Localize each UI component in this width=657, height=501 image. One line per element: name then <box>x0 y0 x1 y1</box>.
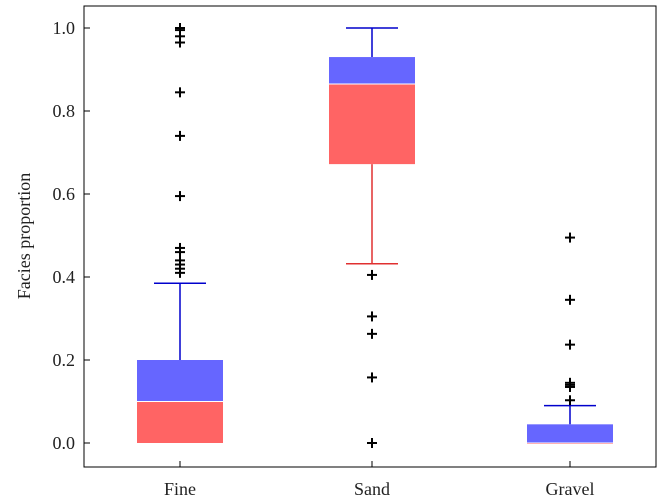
y-tick-label: 0.4 <box>53 267 76 287</box>
outlier-marker <box>367 372 377 383</box>
box-gravel <box>527 232 613 444</box>
box-upper-half <box>527 424 613 443</box>
plot-area-frame <box>83 5 657 468</box>
outlier-marker <box>175 23 185 33</box>
x-tick-label-fine: Fine <box>164 479 196 499</box>
outlier-marker <box>565 232 575 243</box>
outlier-marker <box>367 328 377 339</box>
x-axis: Fine Sand Gravel <box>164 461 595 499</box>
y-axis-label: Facies proportion <box>14 173 34 299</box>
y-tick-label: 1.0 <box>53 18 76 38</box>
box-upper-half <box>137 360 223 402</box>
box-sand <box>329 27 415 448</box>
x-tick-label-gravel: Gravel <box>546 479 595 499</box>
y-tick-label: 0.2 <box>53 350 76 370</box>
boxes <box>137 23 613 448</box>
outlier-marker <box>565 339 575 350</box>
box-fine <box>137 23 223 443</box>
box-lower-half <box>329 84 415 165</box>
outlier-marker <box>565 377 575 388</box>
y-axis: 0.0 0.2 0.4 0.6 0.8 1.0 <box>53 18 90 453</box>
y-tick-label: 0.8 <box>53 101 76 121</box>
outlier-marker <box>565 294 575 305</box>
y-tick-label: 0.6 <box>53 184 76 204</box>
x-tick-label-sand: Sand <box>354 479 390 499</box>
outlier-marker <box>175 191 185 202</box>
outlier-marker <box>367 311 377 322</box>
outlier-marker <box>367 269 377 280</box>
outlier-marker <box>367 438 377 448</box>
outlier-marker <box>175 242 185 253</box>
box-upper-half <box>329 57 415 85</box>
y-tick-label: 0.0 <box>53 433 76 453</box>
outlier-marker <box>565 395 575 406</box>
outlier-marker <box>175 87 185 98</box>
outlier-marker <box>175 130 185 141</box>
box-lower-half <box>137 401 223 443</box>
